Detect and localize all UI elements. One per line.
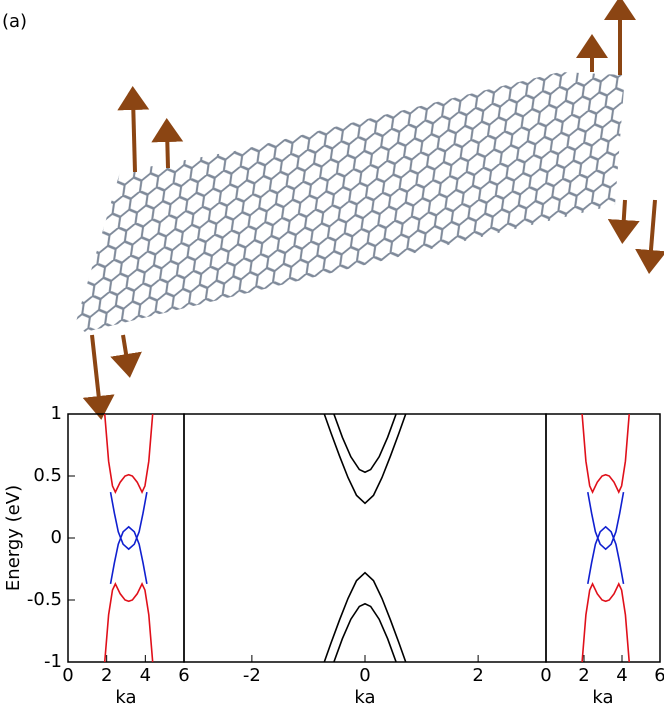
x-axis-label: ka (115, 687, 136, 708)
y-tick-label: -0.5 (27, 589, 62, 610)
y-axis-label: Energy (eV) (3, 485, 24, 591)
x-tick-label: 0 (359, 665, 370, 686)
x-tick-label: -2 (243, 665, 261, 686)
plot-frame (545, 413, 661, 663)
y-tick-label: 0 (51, 527, 62, 548)
y-tick-label: 0.5 (33, 465, 62, 486)
x-tick-label: 0 (62, 665, 73, 686)
plot-frame (67, 413, 185, 663)
band-curve (581, 414, 631, 495)
x-tick-label: 2 (472, 665, 483, 686)
x-tick-label: 4 (140, 665, 151, 686)
x-tick-label: 6 (178, 665, 189, 686)
band-curve (333, 602, 397, 662)
plot-frame (183, 413, 547, 663)
band-curve (109, 525, 148, 585)
x-axis-label: ka (354, 687, 375, 708)
y-tick-label: -1 (44, 651, 62, 672)
x-tick-label: 6 (654, 665, 664, 686)
nanoribbon-illustration (75, 0, 664, 420)
x-tick-label: 2 (578, 665, 589, 686)
x-tick-label: 0 (540, 665, 551, 686)
band-curve (333, 414, 397, 474)
x-tick-label: 4 (616, 665, 627, 686)
y-tick-label: 1 (51, 403, 62, 424)
x-axis-label: ka (592, 687, 613, 708)
band-curve (323, 571, 407, 662)
panel-label: (a) (2, 11, 27, 32)
x-tick-label: 2 (101, 665, 112, 686)
band-curve (587, 491, 625, 551)
band-curve (103, 414, 154, 494)
band-curve (109, 491, 148, 551)
band-curve (323, 414, 407, 505)
band-curve (587, 525, 625, 585)
band-curve (581, 581, 631, 662)
band-curve (103, 582, 154, 662)
